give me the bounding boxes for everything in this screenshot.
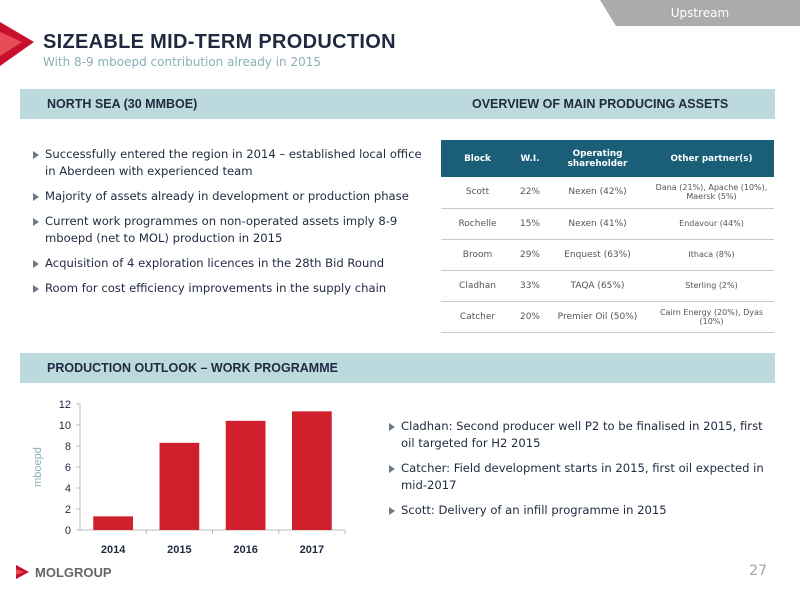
assets-table: Block W.I. Operating shareholder Other p… (441, 140, 774, 333)
list-item: Acquisition of 4 exploration licences in… (33, 255, 423, 272)
table-cell: 20% (514, 301, 546, 333)
table-cell: Premier Oil (50%) (546, 301, 649, 333)
table-cell: Enquest (63%) (546, 239, 649, 271)
x-tick-label: 2014 (101, 544, 126, 556)
table-cell: Scott (441, 177, 514, 209)
list-item: Cladhan: Second producer well P2 to be f… (389, 418, 779, 452)
page-title: SIZEABLE MID-TERM PRODUCTION (43, 31, 396, 53)
table-cell: 33% (514, 270, 546, 302)
top-section-band: NORTH SEA (30 MMBOE) OVERVIEW OF MAIN PR… (20, 89, 775, 119)
table-cell: Broom (441, 239, 514, 271)
y-tick-label: 12 (59, 399, 71, 411)
table-cell: Sterling (2%) (649, 270, 774, 302)
table-row: Rochelle 15% Nexen (41%) Endavour (44%) (441, 208, 774, 240)
table-cell: Ithaca (8%) (649, 239, 774, 271)
bar (93, 516, 133, 530)
table-cell: Nexen (42%) (546, 177, 649, 209)
table-header-row: Block W.I. Operating shareholder Other p… (441, 140, 774, 177)
table-cell: Endavour (44%) (649, 208, 774, 240)
y-tick-label: 0 (65, 525, 71, 537)
x-tick-label: 2015 (167, 544, 191, 556)
bar (225, 420, 266, 530)
table-row: Cladhan 33% TAQA (65%) Sterling (2%) (441, 270, 774, 302)
x-tick-label: 2016 (233, 544, 257, 556)
bar (292, 411, 332, 530)
outlook-header: PRODUCTION OUTLOOK – WORK PROGRAMME (47, 361, 338, 375)
table-cell: Cairn Energy (20%), Dyas (10%) (649, 301, 774, 333)
list-item: Majority of assets already in developmen… (33, 188, 423, 205)
bar (159, 442, 200, 530)
table-cell: TAQA (65%) (546, 270, 649, 302)
table-cell: Cladhan (441, 270, 514, 302)
y-tick-label: 4 (65, 483, 71, 495)
column-header: Other partner(s) (649, 140, 774, 177)
table-cell: Catcher (441, 301, 514, 333)
table-row: Catcher 20% Premier Oil (50%) Cairn Ener… (441, 301, 774, 333)
column-header: Operating shareholder (546, 140, 649, 177)
y-tick-label: 8 (65, 441, 71, 453)
list-item: Catcher: Field development starts in 201… (389, 460, 779, 494)
y-tick-label: 2 (65, 504, 71, 516)
production-bar-chart: 0 2 4 6 8 10 12 mboepd 2014 2015 2016 2017 (32, 399, 346, 556)
table-cell: Rochelle (441, 208, 514, 240)
brand-name: MOLGROUP (35, 565, 112, 580)
work-programme-bullets: Cladhan: Second producer well P2 to be f… (389, 418, 779, 527)
section-tag: Upstream (600, 0, 800, 26)
brand-mark-icon (0, 22, 34, 66)
page-subtitle: With 8-9 mboepd contribution already in … (43, 55, 322, 69)
list-item: Scott: Delivery of an infill programme i… (389, 502, 779, 519)
list-item: Successfully entered the region in 2014 … (33, 146, 423, 180)
page-number: 27 (749, 563, 767, 579)
molgroup-logo: MOLGROUP (16, 565, 112, 580)
overview-header: OVERVIEW OF MAIN PRODUCING ASSETS (472, 97, 729, 111)
table-cell: Nexen (41%) (546, 208, 649, 240)
table-cell: Dana (21%), Apache (10%), Maersk (5%) (649, 177, 774, 209)
list-item: Current work programmes on non-operated … (33, 213, 423, 247)
y-tick-label: 10 (59, 420, 71, 432)
table-cell: 29% (514, 239, 546, 271)
list-item: Room for cost efficiency improvements in… (33, 280, 423, 297)
column-header: W.I. (514, 140, 546, 177)
table-row: Scott 22% Nexen (42%) Dana (21%), Apache… (441, 177, 774, 209)
bottom-section-band: PRODUCTION OUTLOOK – WORK PROGRAMME (20, 353, 775, 383)
y-axis-label: mboepd (32, 447, 44, 487)
y-tick-label: 6 (65, 462, 71, 474)
table-cell: 15% (514, 208, 546, 240)
table-row: Broom 29% Enquest (63%) Ithaca (8%) (441, 239, 774, 271)
north-sea-bullets: Successfully entered the region in 2014 … (33, 146, 423, 305)
column-header: Block (441, 140, 514, 177)
x-tick-label: 2017 (300, 544, 324, 556)
north-sea-header: NORTH SEA (30 MMBOE) (47, 97, 198, 111)
table-cell: 22% (514, 177, 546, 209)
